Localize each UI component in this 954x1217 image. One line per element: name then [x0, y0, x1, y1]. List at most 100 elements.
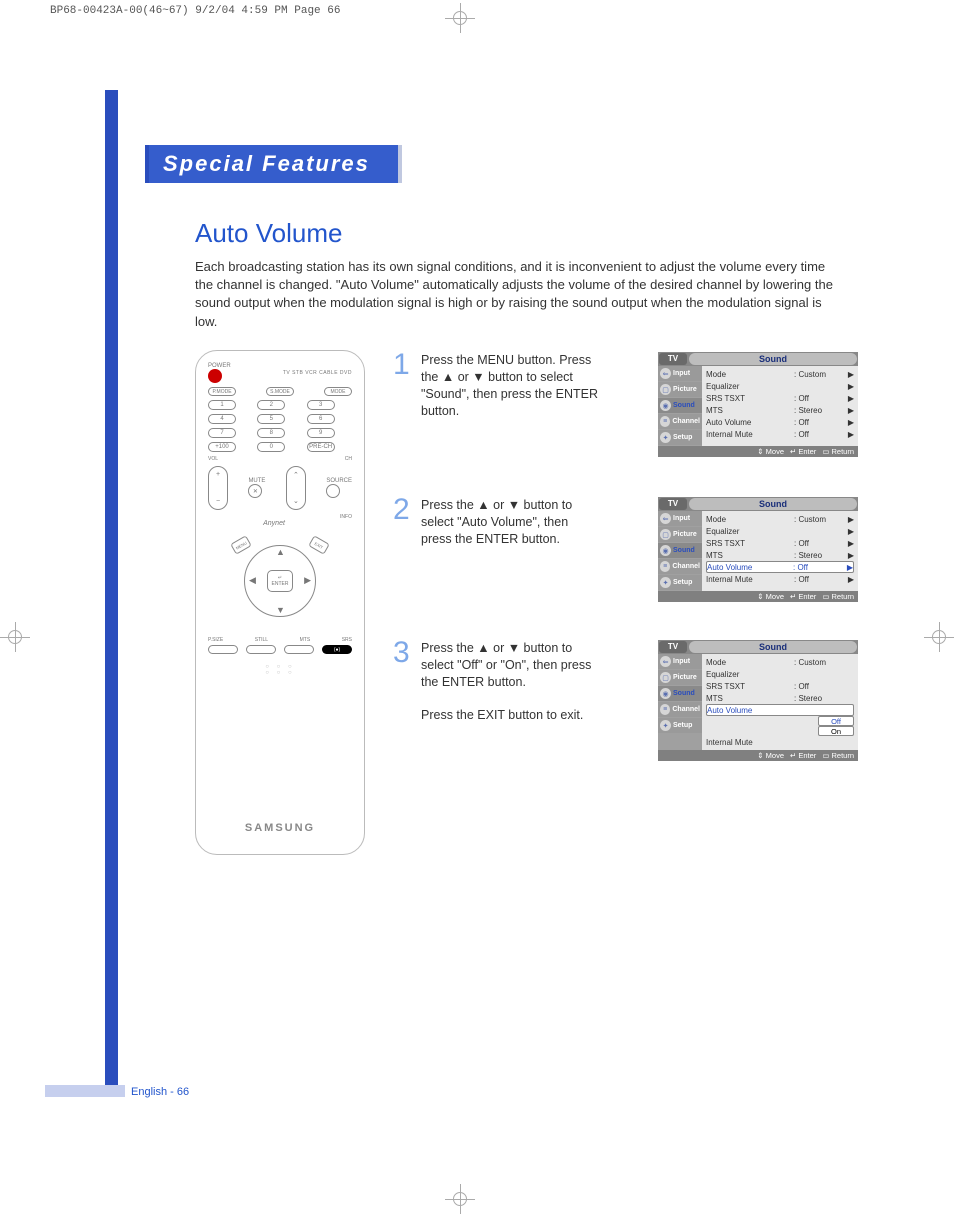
osd-row-value: : Off: [794, 575, 844, 584]
osd-menu-row: Internal Mute: Off▶: [706, 573, 854, 585]
osd-row-label: SRS TSXT: [706, 682, 794, 691]
print-header: BP68-00423A-00(46~67) 9/2/04 4:59 PM Pag…: [0, 0, 954, 17]
move-hint: ⇕ Move: [757, 447, 784, 456]
osd-side-label: Input: [673, 658, 690, 665]
intro-paragraph: Each broadcasting station has its own si…: [195, 258, 835, 331]
osd-row-value: : Off: [794, 430, 844, 439]
number-pad: 1 2 3 4 5 6 7 8 9 +100 0 PRE-CH: [208, 400, 352, 452]
return-hint: ▭ Return: [822, 447, 854, 456]
osd-submenu-option: On: [818, 726, 854, 736]
num-3: 3: [307, 400, 335, 410]
osd-row-value: : Off: [794, 682, 844, 691]
registration-mark-icon: [445, 1184, 475, 1214]
osd-row-value: : Off: [794, 394, 844, 403]
osd-sidebar: ⇐Input▢Picture◉Sound≡Channel✦Setup: [658, 511, 702, 591]
section-title-box: Special Features: [145, 145, 402, 183]
chevron-right-icon: ▶: [844, 515, 854, 524]
pmode-button: P.MODE: [208, 387, 236, 396]
osd-side-label: Input: [673, 515, 690, 522]
still-button: [246, 645, 276, 654]
chevron-right-icon: ▶: [844, 551, 854, 560]
step-1: 1Press the MENU button. Press the ▲ or ▼…: [393, 352, 858, 420]
prech-button: PRE-CH: [307, 442, 335, 452]
osd-row-label: MTS: [706, 406, 794, 415]
osd-row-value: : Off: [794, 418, 844, 427]
osd-side-label: Channel: [672, 706, 700, 713]
registration-mark-icon: [0, 622, 30, 652]
ch-rocker: ⌃⌄: [286, 466, 306, 510]
osd-menu-row: Mode: Custom: [706, 656, 854, 668]
enter-hint: ↵ Enter: [790, 447, 816, 456]
osd-side-item-sound: ◉Sound: [658, 686, 702, 701]
osd-menu-row: SRS TSXT: Off▶: [706, 392, 854, 404]
osd-side-label: Picture: [673, 674, 697, 681]
osd-side-item-setup: ✦Setup: [658, 575, 702, 590]
channel-icon: ≡: [660, 704, 670, 715]
srs-button: (●): [322, 645, 352, 654]
mute-label: MUTE: [248, 478, 265, 484]
source-button-icon: [326, 484, 340, 498]
osd-row-label: Equalizer: [706, 670, 794, 679]
osd-side-label: Input: [673, 370, 690, 377]
num-4: 4: [208, 414, 236, 424]
osd-menu-row: Equalizer▶: [706, 525, 854, 537]
osd-row-label: Auto Volume: [707, 706, 793, 715]
setup-icon: ✦: [660, 720, 671, 731]
osd-side-label: Sound: [673, 690, 695, 697]
osd-side-label: Picture: [673, 386, 697, 393]
return-hint: ▭ Return: [822, 751, 854, 760]
osd-side-label: Setup: [673, 579, 692, 586]
brand-logo: SAMSUNG: [196, 822, 364, 834]
srs-label: SRS: [342, 637, 352, 643]
osd-side-label: Picture: [673, 531, 697, 538]
osd-tv-label: TV: [659, 353, 687, 365]
osd-side-item-channel: ≡Channel: [658, 702, 702, 717]
osd-menu: Mode: Custom▶Equalizer▶SRS TSXT: Off▶MTS…: [702, 511, 858, 591]
sound-icon: ◉: [660, 545, 671, 556]
picture-icon: ▢: [660, 672, 671, 683]
chevron-right-icon: ▶: [844, 539, 854, 548]
osd-row-value: : Stereo: [794, 551, 844, 560]
osd-side-label: Setup: [673, 434, 692, 441]
num-1: 1: [208, 400, 236, 410]
osd-row-label: Auto Volume: [706, 418, 794, 427]
osd-menu-row: SRS TSXT: Off: [706, 680, 854, 692]
osd-side-item-setup: ✦Setup: [658, 718, 702, 733]
osd-menu-row: Equalizer: [706, 668, 854, 680]
mode-button: MODE: [324, 387, 352, 396]
osd-tab-label: Sound: [689, 641, 857, 653]
osd-menu-row: Auto Volume: [706, 704, 854, 716]
power-label: POWER: [208, 363, 231, 369]
return-hint: ▭ Return: [822, 592, 854, 601]
osd-row-label: MTS: [706, 551, 794, 560]
osd-sidebar: ⇐Input▢Picture◉Sound≡Channel✦Setup: [658, 366, 702, 446]
move-hint: ⇕ Move: [757, 592, 784, 601]
page-number-bar: [45, 1085, 125, 1097]
num-7: 7: [208, 428, 236, 438]
osd-submenu-option: Off: [818, 716, 854, 726]
osd-menu-row: Mode: Custom▶: [706, 513, 854, 525]
osd-side-label: Setup: [673, 722, 692, 729]
osd-side-item-setup: ✦Setup: [658, 430, 702, 445]
setup-icon: ✦: [660, 432, 671, 443]
registration-mark-icon: [924, 622, 954, 652]
osd-side-label: Sound: [673, 402, 695, 409]
source-label: SOURCE: [326, 478, 352, 484]
osd-row-label: Internal Mute: [706, 430, 794, 439]
info-label: INFO: [340, 514, 352, 527]
vol-rocker: +−: [208, 466, 228, 510]
anynet-logo: Anynet: [263, 520, 285, 527]
power-button-icon: [208, 369, 222, 383]
psize-label: P.SIZE: [208, 637, 223, 643]
osd-menu-row: Internal Mute: [706, 736, 854, 748]
num-6: 6: [307, 414, 335, 424]
osd-row-label: Internal Mute: [706, 575, 794, 584]
decorative-dots: ○ ○ ○○ ○ ○: [208, 664, 352, 676]
down-arrow-icon: ▼: [276, 605, 285, 615]
osd-menu-row: MTS: Stereo▶: [706, 549, 854, 561]
osd-side-item-input: ⇐Input: [658, 366, 702, 381]
osd-tab-label: Sound: [689, 353, 857, 365]
chevron-right-icon: ▶: [844, 394, 854, 403]
osd-footer: ⇕ Move↵ Enter▭ Return: [658, 750, 858, 761]
ch-label: CH: [345, 456, 352, 462]
